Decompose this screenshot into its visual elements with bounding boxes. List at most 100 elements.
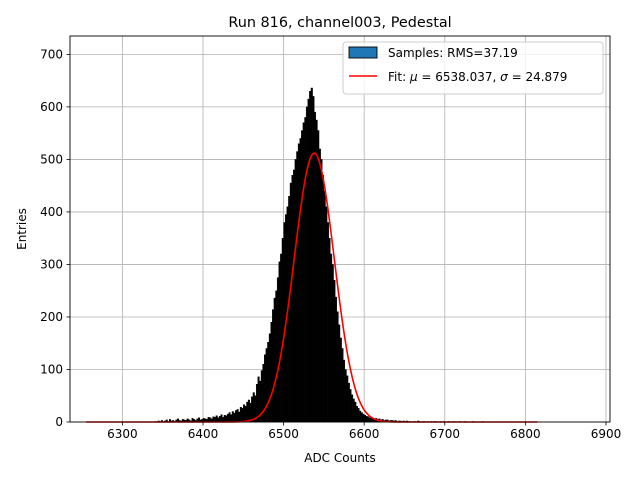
x-tick-label: 6500 [268, 427, 299, 441]
histogram-bar [289, 182, 292, 423]
histogram-bar [365, 416, 368, 423]
histogram-bar [357, 408, 360, 423]
histogram-bar [293, 169, 296, 423]
histogram-bar [283, 222, 286, 423]
histogram-bar [265, 348, 268, 423]
legend-fit-sigma-value: = 24.879 [508, 70, 568, 84]
y-tick-label: 100 [40, 362, 63, 376]
histogram-bar [334, 296, 337, 423]
histogram-bar [318, 148, 321, 423]
histogram-bar [360, 412, 363, 423]
histogram-bar [218, 416, 221, 423]
histogram-bar [241, 408, 244, 423]
histogram-bar [228, 412, 231, 423]
histogram-bar [301, 130, 304, 423]
histogram-bar [325, 206, 328, 423]
histogram-bar [326, 222, 329, 423]
histogram-bar [333, 280, 336, 423]
x-tick-label: 6600 [349, 427, 380, 441]
legend-fit-mu-value: = 6538.037, [418, 70, 501, 84]
histogram-bar [280, 253, 283, 423]
histogram-bar [330, 253, 333, 423]
y-tick-label: 0 [55, 415, 63, 429]
histogram-bar [249, 402, 252, 423]
y-tick-label: 400 [40, 205, 63, 219]
histogram-bar [359, 410, 362, 423]
histogram-bar [354, 401, 357, 423]
histogram-bar [344, 369, 347, 423]
legend-samples-label: Samples: RMS=37.19 [388, 46, 518, 60]
histogram-bar [367, 416, 370, 423]
histogram-bar [268, 333, 271, 423]
x-tick-label: 6900 [591, 427, 622, 441]
x-axis-ticks: 6300 6400 6500 6600 6700 6800 6900 [107, 422, 621, 441]
histogram-bar [362, 413, 365, 423]
histogram-bar [323, 190, 326, 423]
legend-fit-label: Fit: μ = 6538.037, σ = 24.879 [388, 70, 567, 84]
legend-fit-sigma-symbol: σ [500, 70, 508, 84]
histogram-bar [231, 411, 234, 423]
y-tick-label: 500 [40, 152, 63, 166]
histogram-bar [336, 311, 339, 423]
histogram-bar [331, 264, 334, 423]
histogram-bar [339, 337, 342, 423]
legend-fit-prefix: Fit: [388, 70, 410, 84]
histogram-bar [352, 398, 355, 423]
y-axis-ticks: 0 100 200 300 400 500 600 700 [40, 47, 70, 429]
histogram-bar [251, 396, 254, 423]
histogram-bar [351, 394, 354, 423]
histogram-bar [215, 415, 218, 423]
histogram-bar [320, 159, 323, 423]
y-tick-label: 600 [40, 100, 63, 114]
histogram-bar [281, 237, 284, 423]
histogram-bar [233, 412, 236, 423]
legend-box [342, 41, 604, 95]
y-tick-label: 200 [40, 310, 63, 324]
histogram-bar [226, 413, 229, 423]
histogram-bar [230, 414, 233, 423]
histogram-bar [363, 414, 366, 423]
histogram-bar [304, 117, 307, 423]
histogram-bar [314, 111, 317, 423]
x-tick-label: 6300 [107, 427, 138, 441]
plot-frame [69, 35, 611, 423]
histogram-bar [310, 87, 313, 423]
histogram-bar [291, 174, 294, 423]
histogram-bar [273, 297, 276, 423]
y-tick-label: 700 [40, 47, 63, 61]
histogram-bar [246, 401, 249, 423]
y-tick-label: 300 [40, 257, 63, 271]
histogram-bar [267, 341, 270, 423]
histogram-bar [341, 348, 344, 423]
histogram-bar [247, 399, 250, 423]
histogram-bar [252, 392, 255, 423]
legend-samples-patch [348, 46, 378, 59]
x-tick-label: 6700 [430, 427, 461, 441]
histogram-bar [264, 354, 267, 423]
histogram-bar [294, 159, 297, 423]
histogram-bar [302, 122, 305, 423]
histogram-bar [309, 90, 312, 423]
histogram-bar [368, 417, 371, 423]
histogram-bar [322, 174, 325, 423]
histogram-bar [275, 290, 278, 423]
legend: Samples: RMS=37.19 Fit: μ = 6538.037, σ … [342, 41, 604, 95]
histogram-bar [239, 407, 242, 423]
histogram-bar [278, 261, 281, 423]
x-tick-label: 6800 [510, 427, 541, 441]
x-axis-label: ADC Counts [304, 451, 376, 465]
x-tick-label: 6400 [188, 427, 219, 441]
histogram-bar [355, 406, 358, 423]
histogram-bar [262, 364, 265, 423]
histogram-bar [225, 415, 228, 423]
histogram-bar [328, 237, 331, 423]
histogram-bar [244, 406, 247, 423]
histogram-bar [347, 382, 350, 423]
histogram-bar [288, 195, 291, 423]
y-axis-label: Entries [15, 208, 29, 250]
histogram-bar [243, 404, 246, 423]
histogram-bar [349, 389, 352, 423]
histogram-bar [276, 277, 279, 423]
histogram-bar [223, 414, 226, 423]
